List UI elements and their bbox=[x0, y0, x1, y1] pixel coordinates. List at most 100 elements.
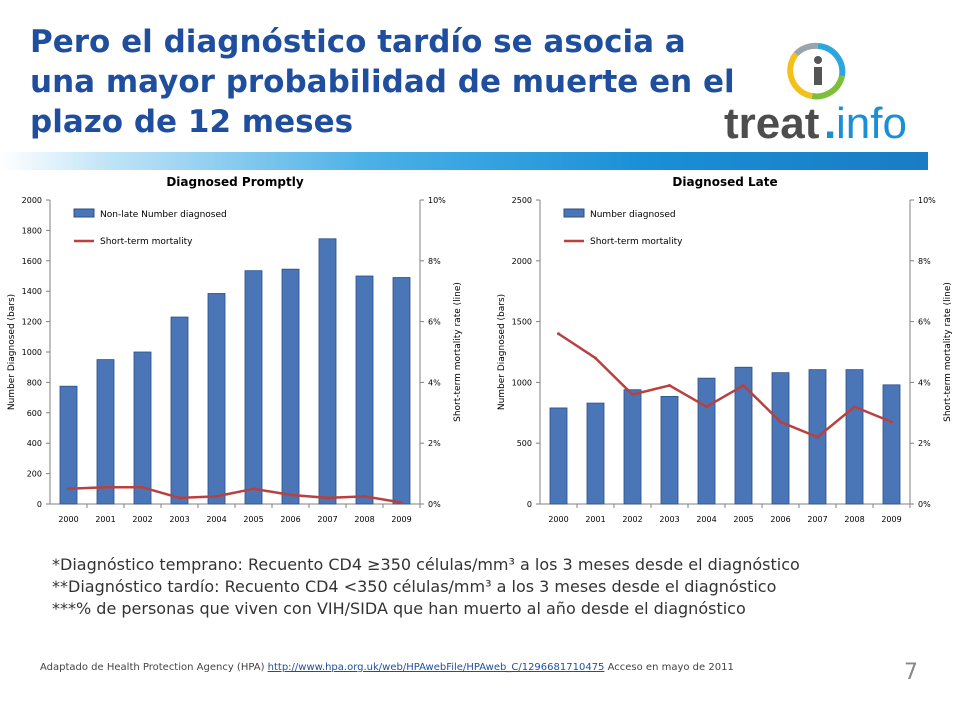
page-number: 7 bbox=[904, 660, 918, 685]
y-tick-label: 800 bbox=[27, 378, 42, 387]
bar bbox=[697, 377, 716, 505]
x-tick-label: 2005 bbox=[733, 515, 753, 524]
line-point bbox=[252, 487, 255, 491]
x-tick-label: 2008 bbox=[354, 515, 374, 524]
treat-info-logo: treat . info bbox=[720, 32, 920, 152]
bar bbox=[281, 268, 300, 505]
bar bbox=[170, 316, 189, 505]
y-tick-label: 1200 bbox=[22, 318, 42, 327]
y2-tick-label: 2% bbox=[918, 439, 931, 448]
x-tick-label: 2009 bbox=[391, 515, 411, 524]
x-tick-label: 2007 bbox=[317, 515, 337, 524]
footnote-late: **Diagnóstico tardío: Recuento CD4 <350 … bbox=[52, 577, 777, 596]
y-tick-label: 0 bbox=[37, 500, 42, 509]
y2-tick-label: 0% bbox=[918, 500, 931, 509]
header-divider-band bbox=[0, 152, 928, 170]
line-point bbox=[178, 496, 181, 500]
line-point bbox=[363, 494, 366, 498]
logo-text-treat: treat bbox=[724, 99, 820, 148]
legend-line-label: Short-term mortality bbox=[100, 237, 193, 247]
x-tick-label: 2007 bbox=[807, 515, 827, 524]
line-point bbox=[890, 420, 893, 424]
bar bbox=[133, 351, 152, 505]
y2-tick-label: 4% bbox=[428, 378, 441, 387]
chart-title: Diagnosed Late bbox=[672, 175, 777, 189]
chart-title: Diagnosed Promptly bbox=[166, 175, 303, 189]
x-tick-label: 2003 bbox=[659, 515, 679, 524]
y-tick-label: 1600 bbox=[22, 257, 42, 266]
bar bbox=[771, 372, 790, 505]
line-point bbox=[594, 356, 597, 360]
legend-bar-swatch bbox=[563, 208, 585, 218]
bar bbox=[392, 277, 411, 505]
line-point bbox=[705, 405, 708, 409]
x-tick-label: 2000 bbox=[58, 515, 78, 524]
bar bbox=[845, 369, 864, 505]
logo-text-info: info bbox=[836, 99, 907, 148]
x-tick-label: 2004 bbox=[696, 515, 716, 524]
info-circle-icon bbox=[787, 42, 846, 100]
y2-tick-label: 4% bbox=[918, 378, 931, 387]
x-tick-label: 2005 bbox=[243, 515, 263, 524]
x-tick-label: 2002 bbox=[132, 515, 152, 524]
chart-diagnosed-late: Diagnosed Late 0 500 1000 1500 2000 2500 0% 2% 4%… bbox=[492, 168, 958, 538]
chart-late-svg: Diagnosed Late 0 500 1000 1500 2000 2500 0% 2% 4%… bbox=[497, 175, 953, 524]
y-tick-label: 2000 bbox=[512, 257, 532, 266]
chart-diagnosed-promptly: Diagnosed Promptly 0 200 400 600 800 1000 1200 1… bbox=[2, 168, 468, 538]
line-point bbox=[289, 493, 292, 497]
y-tick-label: 1000 bbox=[512, 378, 532, 387]
bar bbox=[244, 270, 263, 505]
y2-tick-label: 10% bbox=[428, 196, 446, 205]
line-point bbox=[853, 405, 856, 409]
y-tick-label: 2000 bbox=[22, 196, 42, 205]
bar bbox=[660, 395, 679, 505]
bar bbox=[586, 402, 605, 505]
y-tick-label: 2500 bbox=[512, 196, 532, 205]
y2-axis-title: Short-term mortality rate (line) bbox=[943, 282, 953, 422]
y2-tick-label: 2% bbox=[428, 439, 441, 448]
line-point bbox=[104, 485, 107, 489]
bar bbox=[882, 384, 901, 505]
source-citation: Adaptado de Health Protection Agency (HP… bbox=[40, 662, 860, 673]
source-link[interactable]: http://www.hpa.org.uk/web/HPAwebFile/HPA… bbox=[267, 662, 605, 673]
legend-bar-swatch bbox=[73, 208, 95, 218]
y-tick-label: 1500 bbox=[512, 318, 532, 327]
mortality-line bbox=[68, 486, 402, 504]
line-point bbox=[779, 420, 782, 424]
line-point bbox=[668, 383, 671, 387]
legend-bar-label: Number diagnosed bbox=[590, 210, 676, 220]
x-tick-label: 2004 bbox=[206, 515, 226, 524]
line-point bbox=[816, 435, 819, 439]
line-point bbox=[215, 494, 218, 498]
line-point bbox=[400, 500, 403, 504]
x-tick-label: 2008 bbox=[844, 515, 864, 524]
x-tick-label: 2006 bbox=[770, 515, 790, 524]
y2-tick-label: 10% bbox=[918, 196, 936, 205]
footnote-early: *Diagnóstico temprano: Recuento CD4 ≥350… bbox=[52, 555, 800, 574]
line-point bbox=[631, 393, 634, 397]
y-tick-label: 1400 bbox=[22, 287, 42, 296]
y2-tick-label: 8% bbox=[918, 257, 931, 266]
y-tick-label: 500 bbox=[517, 439, 532, 448]
x-tick-label: 2000 bbox=[548, 515, 568, 524]
y-axis-title: Number Diagnosed (bars) bbox=[497, 294, 507, 410]
line-point bbox=[67, 487, 70, 491]
x-tick-label: 2009 bbox=[881, 515, 901, 524]
y2-tick-label: 6% bbox=[428, 318, 441, 327]
y2-axis-title: Short-term mortality rate (line) bbox=[453, 282, 463, 422]
x-tick-label: 2001 bbox=[95, 515, 115, 524]
y2-tick-label: 8% bbox=[428, 257, 441, 266]
logo-text-dot: . bbox=[824, 99, 836, 148]
bar bbox=[355, 275, 374, 505]
x-tick-label: 2001 bbox=[585, 515, 605, 524]
line-point bbox=[141, 485, 144, 489]
bar bbox=[59, 385, 78, 505]
source-prefix: Adaptado de Health Protection Agency (HP… bbox=[40, 662, 268, 673]
x-tick-label: 2006 bbox=[280, 515, 300, 524]
y-tick-label: 1000 bbox=[22, 348, 42, 357]
source-suffix: Acceso en mayo de 2011 bbox=[604, 662, 734, 673]
x-tick-label: 2003 bbox=[169, 515, 189, 524]
bar bbox=[549, 407, 568, 505]
chart-promptly-svg: Diagnosed Promptly 0 200 400 600 800 1000 1200 1… bbox=[7, 175, 463, 524]
logo-graphic: treat . info bbox=[724, 42, 907, 148]
